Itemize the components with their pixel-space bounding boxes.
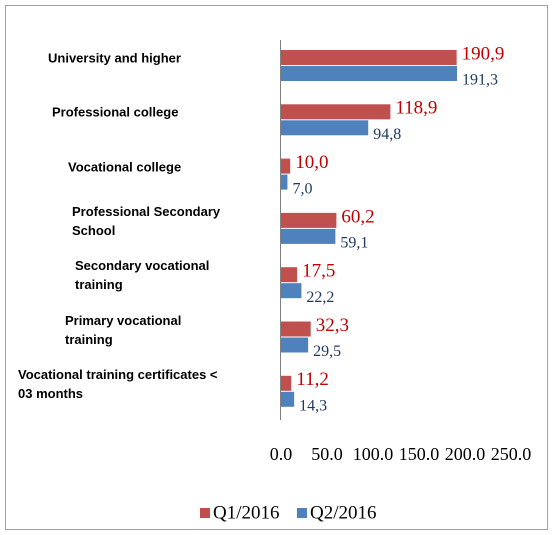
x-tick-label: 50.0 [311, 444, 343, 464]
value-label: 10,0 [295, 152, 328, 173]
value-label: 94,8 [373, 126, 401, 143]
bar [281, 228, 336, 244]
value-label: 14,3 [299, 397, 327, 414]
category-label: Professional Secondary School [72, 203, 221, 238]
legend-swatch [297, 508, 307, 518]
x-tick-label: 200.0 [445, 444, 486, 464]
bar [281, 283, 302, 299]
value-label: 11,2 [296, 369, 329, 390]
value-label: 59,1 [340, 235, 368, 252]
category-label: Primary vocational training [65, 312, 182, 347]
bar [281, 50, 457, 65]
category-label: University and higher [48, 50, 181, 66]
value-label: 22,2 [306, 289, 334, 306]
category-label: Professional college [52, 104, 179, 120]
bar [281, 337, 309, 353]
category-label: Vocational training certificates < 03 mo… [18, 366, 218, 401]
bar [281, 375, 292, 391]
value-label: 60,2 [341, 206, 374, 227]
legend-label: Q2/2016 [310, 502, 377, 523]
chart-border [5, 5, 548, 530]
value-label: 17,5 [302, 261, 335, 282]
bar [281, 104, 391, 120]
value-label: 118,9 [395, 98, 437, 119]
bar [281, 391, 295, 407]
bar [281, 174, 288, 190]
value-label: 190,9 [462, 43, 505, 64]
bar [281, 158, 291, 174]
bar [281, 212, 337, 228]
value-label: 7,0 [292, 180, 312, 197]
bar [281, 267, 298, 283]
x-tick-label: 250.0 [491, 444, 532, 464]
x-tick-label: 150.0 [399, 444, 440, 464]
legend-label: Q1/2016 [213, 502, 280, 523]
bar [281, 120, 369, 136]
bar [281, 321, 311, 337]
value-label: 32,3 [316, 315, 349, 336]
legend-swatch [200, 508, 210, 518]
value-label: 29,5 [313, 343, 341, 360]
bar [281, 66, 457, 81]
category-label: Vocational college [68, 159, 182, 175]
x-tick-label: 100.0 [353, 444, 394, 464]
category-label: Secondary vocational training [75, 258, 210, 293]
x-tick-label: 0.0 [270, 444, 293, 464]
value-label: 191,3 [462, 72, 498, 89]
